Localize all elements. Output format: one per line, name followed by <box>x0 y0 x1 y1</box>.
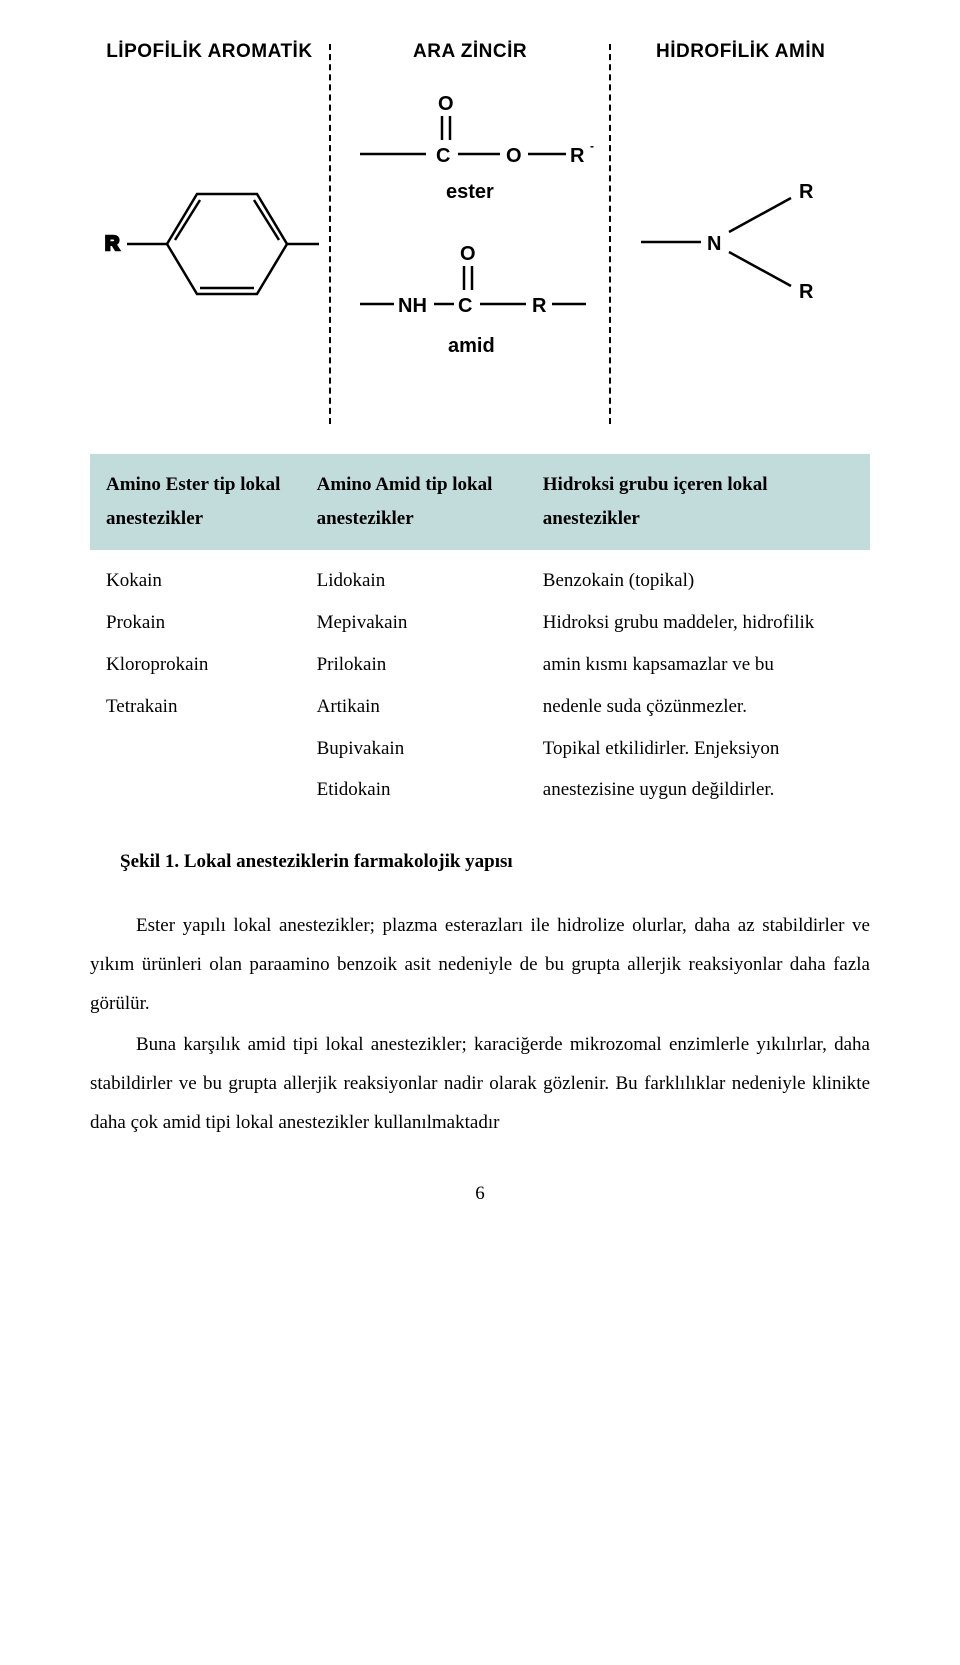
cell-hidroksi-text: Benzokain (topikal) Hidroksi grubu madde… <box>527 550 870 821</box>
label-ester: ester <box>446 181 494 203</box>
list-item: Artikain <box>317 686 515 728</box>
list-item: anestezisine uygun değildirler. <box>543 769 858 811</box>
paragraph-2: Buna karşılık amid tipi lokal anestezikl… <box>90 1026 870 1143</box>
diagram-header-2: ARA ZİNCİR <box>413 40 527 64</box>
anesthetics-table: Amino Ester tip lokal anestezikler Amino… <box>90 454 870 821</box>
body-text: Ester yapılı lokal anestezikler; plazma … <box>90 907 870 1143</box>
amine-structure: N R R <box>631 82 851 372</box>
list-item: Tetrakain <box>106 686 289 728</box>
list-item: Benzokain (topikal) <box>543 560 858 602</box>
list-item: Hidroksi grubu maddeler, hidrofilik <box>543 602 858 644</box>
label-N-amine: N <box>707 233 721 255</box>
diagram-header-3: HİDROFİLİK AMİN <box>656 40 825 64</box>
paragraph-1: Ester yapılı lokal anestezikler; plazma … <box>90 907 870 1024</box>
table-header-1: Amino Ester tip lokal anestezikler <box>90 454 301 550</box>
label-R-amid: R <box>532 295 547 317</box>
list-item: Prilokain <box>317 644 515 686</box>
label-O-top-amid: O <box>460 243 476 265</box>
table-body-row: Kokain Prokain Kloroprokain Tetrakain Li… <box>90 550 870 821</box>
label-amid: amid <box>448 335 495 357</box>
list-item: Etidokain <box>317 769 515 811</box>
cell-ester-list: Kokain Prokain Kloroprokain Tetrakain <box>90 550 301 821</box>
diagram-header-1: LİPOFİLİK AROMATİK <box>106 40 312 64</box>
cell-amid-list: Lidokain Mepivakain Prilokain Artikain B… <box>301 550 527 821</box>
diagram-col-linker: ARA ZİNCİR O C O R - ester <box>331 40 610 392</box>
figure-caption: Şekil 1. Lokal anesteziklerin farmakoloj… <box>120 851 870 873</box>
table-header-3: Hidroksi grubu içeren lokal anestezikler <box>527 454 870 550</box>
label-R-ester: R <box>570 145 585 167</box>
table-header-row: Amino Ester tip lokal anestezikler Amino… <box>90 454 870 550</box>
list-item: Bupivakain <box>317 728 515 770</box>
diagram-col-lipophilic: LİPOFİLİK AROMATİK R <box>90 40 329 372</box>
diagram-row: LİPOFİLİK AROMATİK R <box>90 40 870 424</box>
label-C-ester: C <box>436 145 450 167</box>
label-O-top-ester: O <box>438 93 454 115</box>
list-item: Mepivakain <box>317 602 515 644</box>
label-R-upper-amine: R <box>799 181 814 203</box>
label-C-amid: C <box>458 295 472 317</box>
structure-diagram: LİPOFİLİK AROMATİK R <box>90 40 870 424</box>
list-item: Lidokain <box>317 560 515 602</box>
label-O-right-ester: O <box>506 145 522 167</box>
page-number: 6 <box>90 1183 870 1205</box>
list-item: Prokain <box>106 602 289 644</box>
linker-structures: O C O R - ester O N <box>340 82 600 392</box>
list-item: Kokain <box>106 560 289 602</box>
benzene-ring-structure: R <box>99 82 319 372</box>
label-dash-ester: - <box>590 139 594 153</box>
list-item: amin kısmı kapsamazlar ve bu <box>543 644 858 686</box>
list-item: nedenle suda çözünmezler. <box>543 686 858 728</box>
label-R-left: R <box>105 233 120 255</box>
list-item: Topikal etkilidirler. Enjeksiyon <box>543 728 858 770</box>
label-R-lower-amine: R <box>799 281 814 303</box>
list-item: Kloroprokain <box>106 644 289 686</box>
label-NH-amid: NH <box>398 295 427 317</box>
table-header-2: Amino Amid tip lokal anestezikler <box>301 454 527 550</box>
diagram-col-amine: HİDROFİLİK AMİN N R R <box>611 40 870 372</box>
